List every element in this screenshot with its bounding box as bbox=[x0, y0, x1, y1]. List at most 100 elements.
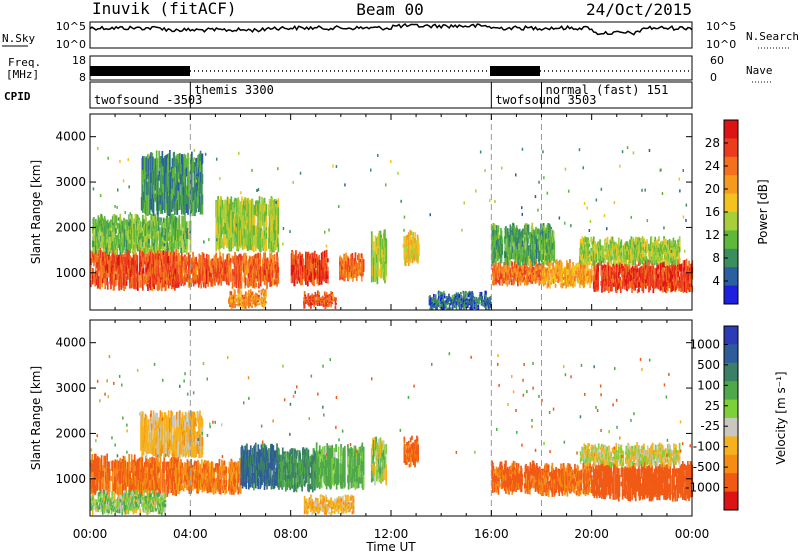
data-cell bbox=[582, 237, 584, 242]
data-cell bbox=[241, 260, 243, 266]
data-cell bbox=[307, 251, 310, 259]
data-cell bbox=[340, 257, 343, 262]
data-cell bbox=[264, 303, 266, 307]
data-cell bbox=[654, 258, 657, 263]
data-cell bbox=[302, 258, 305, 267]
data-cell bbox=[201, 194, 204, 205]
data-cell bbox=[244, 205, 246, 214]
data-cell bbox=[663, 280, 665, 288]
data-cell bbox=[147, 256, 149, 264]
data-cell bbox=[534, 270, 536, 274]
data-cell bbox=[674, 265, 677, 273]
data-cell bbox=[440, 302, 443, 305]
data-cell bbox=[515, 264, 518, 268]
data-cell bbox=[663, 238, 666, 245]
data-cell bbox=[406, 248, 409, 254]
data-cell bbox=[465, 290, 467, 294]
data-cell bbox=[100, 259, 103, 266]
data-cell bbox=[536, 277, 539, 281]
data-cell bbox=[100, 266, 102, 276]
data-cell bbox=[145, 267, 147, 273]
data-cell bbox=[258, 300, 261, 302]
data-cell bbox=[163, 256, 166, 264]
data-cell bbox=[103, 250, 106, 257]
data-cell bbox=[147, 247, 150, 253]
data-cell bbox=[106, 219, 109, 225]
data-cell bbox=[671, 261, 673, 272]
data-cell bbox=[359, 253, 361, 260]
data-cell bbox=[645, 251, 647, 256]
data-cell bbox=[456, 303, 459, 306]
data-cell bbox=[376, 261, 379, 273]
data-cell bbox=[142, 155, 144, 171]
data-cell bbox=[653, 251, 655, 259]
data-cell bbox=[228, 203, 231, 216]
data-cell bbox=[320, 304, 323, 306]
data-cell bbox=[210, 272, 213, 280]
data-cell bbox=[225, 274, 228, 279]
data-cell bbox=[230, 301, 233, 306]
data-cell bbox=[234, 230, 236, 247]
data-cell bbox=[234, 295, 236, 300]
data-cell bbox=[179, 255, 181, 264]
data-cell bbox=[232, 257, 234, 264]
data-cell bbox=[604, 247, 606, 252]
data-cell bbox=[587, 280, 589, 283]
data-cell bbox=[412, 231, 414, 239]
data-cell bbox=[196, 274, 199, 280]
data-cell bbox=[264, 203, 266, 212]
data-cell bbox=[196, 262, 199, 267]
data-cell bbox=[527, 267, 530, 271]
data-cell bbox=[458, 306, 461, 310]
data-cell bbox=[226, 196, 229, 206]
data-cell bbox=[229, 277, 232, 282]
data-cell bbox=[224, 234, 226, 246]
cpid-entry: themis 3300 bbox=[194, 83, 273, 97]
data-cell bbox=[577, 267, 580, 273]
data-cell bbox=[611, 278, 614, 283]
data-cell bbox=[96, 248, 99, 255]
data-cell bbox=[276, 252, 278, 261]
data-cell bbox=[438, 295, 440, 299]
data-cell bbox=[215, 252, 218, 258]
data-cell bbox=[598, 260, 601, 266]
data-cell bbox=[603, 272, 606, 277]
data-cell bbox=[305, 273, 308, 281]
data-cell bbox=[255, 282, 258, 288]
data-cell bbox=[180, 252, 183, 263]
data-cell bbox=[439, 305, 441, 309]
data-cell bbox=[250, 301, 253, 303]
data-cell bbox=[91, 279, 94, 285]
data-cell bbox=[180, 247, 182, 253]
data-cell bbox=[640, 258, 642, 264]
data-cell bbox=[646, 239, 648, 246]
data-cell bbox=[404, 260, 407, 267]
data-cell bbox=[618, 283, 620, 289]
data-cell bbox=[114, 234, 117, 241]
data-cell bbox=[642, 250, 645, 254]
data-cell bbox=[603, 253, 605, 258]
data-cell bbox=[115, 244, 118, 255]
data-cell bbox=[153, 228, 155, 236]
data-cell bbox=[614, 282, 616, 287]
data-cell bbox=[185, 263, 187, 268]
data-cell bbox=[626, 270, 629, 274]
data-cell bbox=[184, 220, 186, 227]
data-cell bbox=[251, 256, 254, 267]
freq-tick-top-left: 18 bbox=[72, 54, 86, 67]
data-cell bbox=[323, 271, 326, 279]
cpid-entry: normal (fast) 151 bbox=[546, 83, 669, 97]
data-cell bbox=[142, 256, 145, 263]
data-cell bbox=[90, 279, 92, 288]
data-cell bbox=[268, 265, 270, 270]
data-cell bbox=[123, 238, 126, 248]
freq-tick-bottom-left: 8 bbox=[79, 71, 86, 84]
data-cell bbox=[166, 256, 169, 264]
data-cell bbox=[574, 270, 576, 277]
data-cell bbox=[611, 236, 614, 244]
data-cell bbox=[318, 276, 321, 285]
data-cell bbox=[622, 276, 625, 282]
data-cell bbox=[114, 215, 117, 222]
data-cell bbox=[93, 217, 95, 223]
